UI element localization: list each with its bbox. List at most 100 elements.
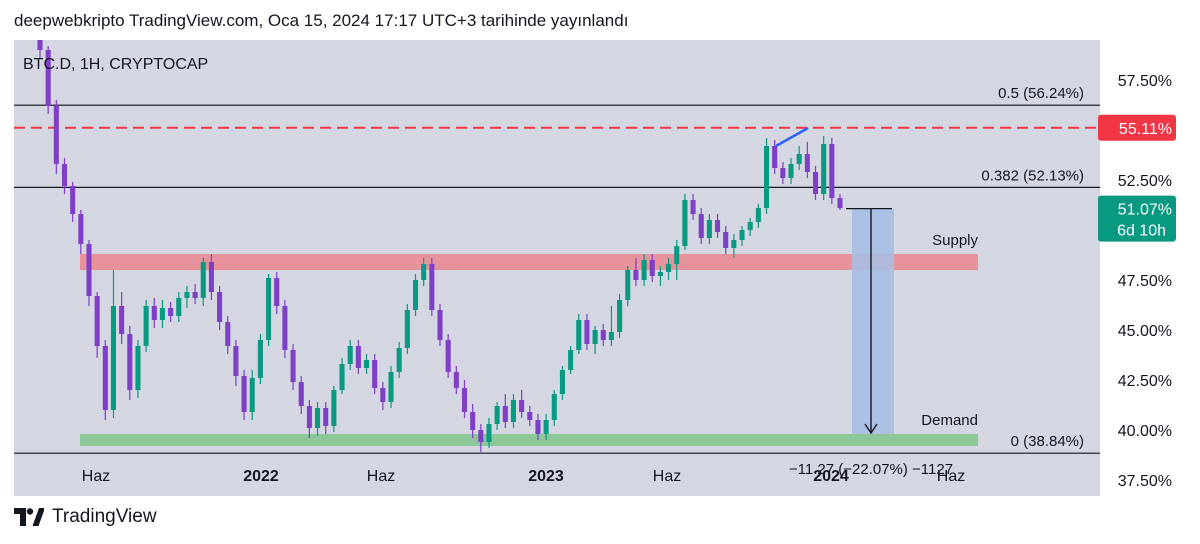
- supply-zone: [80, 254, 978, 270]
- candle-down: [102, 346, 108, 410]
- tradingview-logo-icon: [14, 508, 44, 526]
- candle-up: [796, 154, 802, 164]
- candle-down: [282, 306, 288, 350]
- candle-up: [788, 164, 794, 178]
- candle-up: [592, 330, 598, 344]
- measure-arrowhead: [864, 423, 878, 435]
- candle-down: [306, 406, 312, 428]
- candle-up: [608, 332, 614, 340]
- candle-down: [225, 322, 231, 346]
- candle-up: [421, 264, 427, 280]
- candle-up: [388, 372, 394, 402]
- candle-up: [486, 424, 492, 442]
- candle-down: [192, 292, 198, 298]
- bar-countdown-label: 6d 10h: [1117, 223, 1166, 240]
- candle-down: [723, 232, 729, 248]
- supply-label: Supply: [932, 232, 978, 249]
- candle-down: [535, 420, 541, 434]
- candle-down: [53, 106, 59, 164]
- candle-down: [461, 388, 468, 412]
- x-tick-label: Haz: [653, 468, 681, 485]
- y-tick-label: 47.50%: [1118, 273, 1172, 290]
- candle-up: [821, 144, 827, 194]
- x-tick-label: Haz: [937, 468, 965, 485]
- candle-down: [633, 270, 639, 280]
- candle-up: [617, 300, 623, 332]
- fib-level-label: 0 (38.84%): [1011, 433, 1084, 450]
- candle-up: [143, 306, 149, 346]
- fib-level-label: 0.5 (56.24%): [998, 85, 1084, 102]
- candle-up: [396, 348, 402, 372]
- y-tick-label: 52.50%: [1118, 173, 1172, 190]
- y-tick-label: 40.00%: [1118, 423, 1172, 440]
- candle-down: [502, 406, 508, 422]
- candle-up: [249, 378, 255, 412]
- candle-up: [543, 420, 549, 434]
- candle-down: [355, 346, 361, 368]
- y-tick-label: 45.00%: [1118, 323, 1172, 340]
- candle-down: [37, 40, 43, 50]
- candle-up: [706, 220, 712, 238]
- candle-up: [176, 298, 182, 316]
- x-tick-label: 2024: [813, 468, 849, 485]
- candle-up: [347, 346, 353, 364]
- candle-down: [61, 164, 68, 186]
- candle-up: [159, 308, 165, 320]
- candle-up: [364, 360, 370, 368]
- candle-down: [217, 292, 223, 322]
- candle-down: [715, 220, 721, 232]
- candle-down: [527, 412, 533, 420]
- candle-up: [641, 260, 647, 280]
- current-price-label: 51.07%: [1118, 202, 1172, 219]
- candle-down: [94, 296, 100, 346]
- candle-down: [470, 412, 476, 430]
- candle-down: [372, 360, 378, 388]
- candle-down: [519, 400, 525, 412]
- x-tick-label: 2022: [243, 468, 279, 485]
- candle-up: [747, 222, 753, 230]
- candle-up: [739, 230, 745, 240]
- candle-up: [625, 270, 631, 300]
- candle-down: [698, 214, 704, 238]
- candle-down: [649, 260, 655, 276]
- demand-label: Demand: [921, 412, 978, 429]
- candle-down: [70, 186, 76, 214]
- candle-up: [110, 306, 116, 410]
- x-tick-label: 2023: [528, 468, 564, 485]
- candle-down: [233, 346, 239, 376]
- candle-down: [437, 310, 443, 340]
- candle-down: [837, 198, 843, 208]
- candle-down: [86, 244, 92, 296]
- candle-up: [266, 278, 272, 340]
- candle-down: [290, 350, 296, 382]
- candle-down: [323, 408, 329, 426]
- candle-up: [257, 340, 263, 378]
- candle-down: [151, 306, 157, 320]
- candle-up: [551, 394, 557, 420]
- publish-info: deepwebkripto TradingView.com, Oca 15, 2…: [14, 11, 629, 30]
- candle-up: [559, 370, 565, 394]
- resistance-badge-label: 55.11%: [1119, 121, 1172, 138]
- y-tick-label: 42.50%: [1118, 373, 1172, 390]
- footer: TradingView: [14, 506, 157, 528]
- candle-up: [200, 262, 206, 298]
- demand-zone: [80, 434, 978, 446]
- symbol-label: BTC.D, 1H, CRYPTOCAP: [23, 56, 208, 73]
- resistance-badge: [1098, 114, 1176, 141]
- candle-up: [404, 310, 410, 348]
- candle-up: [731, 240, 737, 248]
- candle-down: [127, 334, 133, 390]
- candle-up: [764, 146, 770, 208]
- candle-down: [298, 382, 304, 406]
- candle-down: [429, 264, 435, 310]
- candle-down: [241, 376, 247, 412]
- candle-up: [494, 406, 500, 424]
- candle-up: [755, 208, 761, 222]
- candle-up: [339, 364, 345, 390]
- y-tick-label: 37.50%: [1118, 473, 1172, 490]
- candle-down: [584, 320, 590, 344]
- candle-down: [804, 154, 810, 172]
- projection-box: [852, 208, 894, 434]
- candle-up: [412, 280, 419, 310]
